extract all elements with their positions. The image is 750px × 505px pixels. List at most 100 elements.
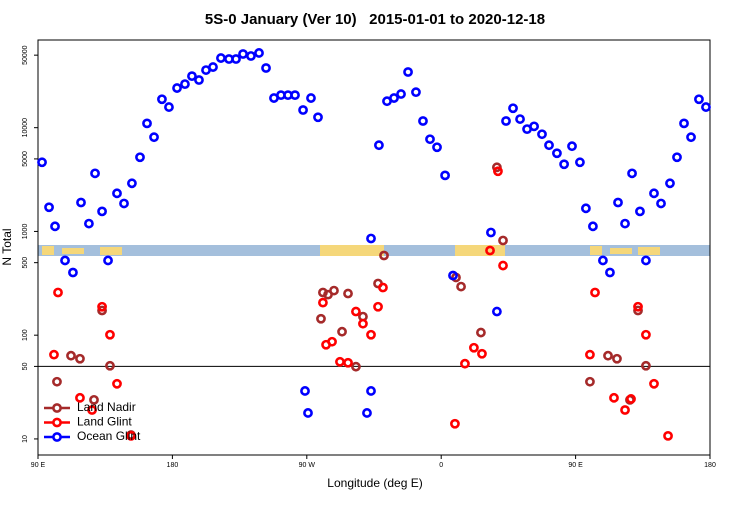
point bbox=[620, 218, 630, 229]
point bbox=[544, 140, 554, 151]
point bbox=[476, 327, 486, 338]
land-patch bbox=[42, 246, 54, 255]
point bbox=[559, 159, 570, 170]
point bbox=[246, 51, 256, 61]
land-patch bbox=[638, 247, 660, 255]
point bbox=[498, 235, 508, 246]
point bbox=[194, 75, 204, 85]
point bbox=[590, 287, 600, 298]
point bbox=[581, 203, 591, 214]
point bbox=[379, 250, 389, 261]
point bbox=[358, 318, 368, 329]
x-tick-label: 180 bbox=[167, 462, 179, 469]
land-patch bbox=[100, 247, 122, 255]
point bbox=[567, 141, 577, 152]
point bbox=[486, 227, 496, 238]
legend-marker bbox=[52, 432, 62, 442]
point bbox=[649, 378, 659, 389]
point bbox=[37, 157, 47, 168]
land-patch bbox=[590, 246, 602, 255]
point bbox=[84, 218, 94, 229]
point bbox=[97, 305, 107, 316]
point bbox=[76, 197, 86, 208]
point bbox=[261, 63, 271, 73]
x-tick-label: 90 E bbox=[568, 462, 583, 469]
point bbox=[686, 132, 696, 143]
legend-label: Land Nadir bbox=[77, 400, 136, 414]
point bbox=[316, 313, 326, 324]
point bbox=[679, 118, 689, 129]
point bbox=[180, 79, 190, 90]
point bbox=[50, 221, 60, 232]
point bbox=[119, 198, 129, 209]
x-tick-label: 180 bbox=[704, 462, 716, 469]
point bbox=[585, 376, 595, 387]
point bbox=[425, 134, 435, 145]
point bbox=[337, 326, 347, 337]
point bbox=[157, 94, 167, 105]
point bbox=[327, 336, 337, 347]
point bbox=[508, 103, 518, 114]
point bbox=[60, 255, 70, 266]
point bbox=[343, 357, 353, 368]
point bbox=[626, 394, 636, 404]
point bbox=[97, 206, 107, 217]
y-tick-label: 500 bbox=[22, 257, 29, 269]
point bbox=[635, 206, 645, 217]
point bbox=[164, 102, 174, 112]
point bbox=[172, 83, 182, 93]
point bbox=[343, 288, 353, 299]
point bbox=[66, 350, 76, 361]
point bbox=[515, 114, 525, 124]
point bbox=[306, 93, 316, 103]
y-tick-label: 1000 bbox=[22, 224, 29, 240]
point bbox=[149, 132, 159, 143]
point bbox=[187, 71, 197, 82]
point bbox=[529, 121, 539, 132]
point bbox=[460, 358, 470, 369]
point bbox=[103, 255, 113, 266]
land-patch bbox=[320, 245, 384, 256]
point bbox=[492, 306, 502, 317]
point bbox=[318, 297, 328, 308]
point bbox=[609, 392, 619, 403]
point bbox=[374, 140, 384, 151]
y-tick-label: 10000 bbox=[22, 118, 29, 138]
point bbox=[605, 267, 615, 278]
point bbox=[598, 255, 608, 266]
plot-frame bbox=[37, 39, 711, 456]
point bbox=[440, 170, 450, 181]
point bbox=[53, 287, 63, 298]
point bbox=[432, 142, 442, 153]
point bbox=[378, 282, 388, 293]
point bbox=[613, 197, 623, 208]
point bbox=[537, 129, 547, 140]
point bbox=[501, 116, 511, 126]
legend-label: Land Glint bbox=[77, 415, 132, 429]
point bbox=[448, 270, 458, 281]
point bbox=[456, 281, 466, 292]
point bbox=[575, 157, 585, 168]
y-tick-label: 100 bbox=[22, 329, 29, 341]
point bbox=[105, 329, 115, 340]
x-axis-label: Longitude (deg E) bbox=[327, 476, 422, 490]
point bbox=[366, 386, 376, 396]
point bbox=[49, 349, 59, 360]
point bbox=[418, 116, 428, 126]
series bbox=[49, 166, 673, 441]
point bbox=[656, 198, 666, 209]
point bbox=[633, 305, 643, 316]
point bbox=[450, 418, 460, 429]
point bbox=[290, 90, 300, 101]
point bbox=[52, 376, 62, 387]
point bbox=[112, 378, 122, 389]
point bbox=[127, 178, 137, 189]
y-tick-label: 10 bbox=[22, 435, 29, 443]
point bbox=[485, 245, 495, 256]
point bbox=[351, 306, 361, 317]
point bbox=[701, 102, 711, 112]
land-patch bbox=[610, 248, 632, 254]
x-tick-label: 90 W bbox=[299, 462, 316, 469]
series bbox=[37, 48, 711, 418]
